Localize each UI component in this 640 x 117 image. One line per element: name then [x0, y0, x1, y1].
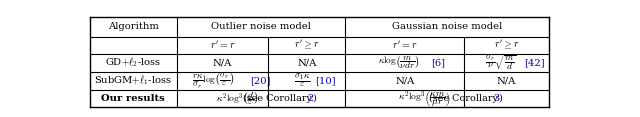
Text: Gaussian noise model: Gaussian noise model	[392, 22, 502, 31]
Text: $\kappa^2\log^3\!\left(\dfrac{\kappa m}{\mu r}\right)$: $\kappa^2\log^3\!\left(\dfrac{\kappa m}{…	[397, 89, 450, 108]
Text: $r^{\prime}=r$: $r^{\prime}=r$	[392, 39, 418, 51]
Text: $\dfrac{r\kappa}{\sigma_r}\log\!\left(\dfrac{\sigma_r}{\varepsilon}\right)$: $\dfrac{r\kappa}{\sigma_r}\log\!\left(\d…	[193, 71, 235, 91]
Text: $\dfrac{\sigma_1\kappa}{\varepsilon}$: $\dfrac{\sigma_1\kappa}{\varepsilon}$	[294, 72, 310, 90]
Text: [20]: [20]	[250, 76, 271, 85]
Text: $\kappa^2\log^3\!\left(\dfrac{d}{\varepsilon}\right)$: $\kappa^2\log^3\!\left(\dfrac{d}{\vareps…	[216, 90, 259, 107]
Text: Algorithm: Algorithm	[108, 22, 159, 31]
Text: Outlier noise model: Outlier noise model	[211, 22, 311, 31]
Text: (see Corollary: (see Corollary	[243, 94, 316, 103]
Text: Our results: Our results	[102, 94, 165, 103]
Text: $r^{\prime}\geq r$: $r^{\prime}\geq r$	[294, 39, 319, 51]
Text: N/A: N/A	[497, 76, 516, 85]
Text: GD$+\ell_2$-loss: GD$+\ell_2$-loss	[105, 56, 161, 69]
Text: $r^{\prime}=r$: $r^{\prime}=r$	[210, 39, 236, 51]
Text: N/A: N/A	[395, 76, 415, 85]
Text: N/A: N/A	[213, 58, 232, 67]
Text: $r^{\prime}\geq r$: $r^{\prime}\geq r$	[494, 39, 519, 51]
Text: SubGM$+\ell_1$-loss: SubGM$+\ell_1$-loss	[94, 74, 172, 87]
Text: [42]: [42]	[524, 58, 545, 67]
Text: [6]: [6]	[431, 58, 445, 67]
Text: N/A: N/A	[297, 58, 317, 67]
Text: (see Corollary: (see Corollary	[429, 94, 501, 103]
Text: 3): 3)	[493, 94, 503, 103]
Text: 2): 2)	[307, 94, 317, 103]
Text: $\dfrac{\sigma_r}{\nu}\sqrt{\dfrac{m}{d}}$: $\dfrac{\sigma_r}{\nu}\sqrt{\dfrac{m}{d}…	[484, 53, 516, 72]
Text: [10]: [10]	[316, 76, 336, 85]
Text: $\kappa\log\!\left(\dfrac{m}{\nu dr}\right)$: $\kappa\log\!\left(\dfrac{m}{\nu dr}\rig…	[378, 54, 420, 71]
